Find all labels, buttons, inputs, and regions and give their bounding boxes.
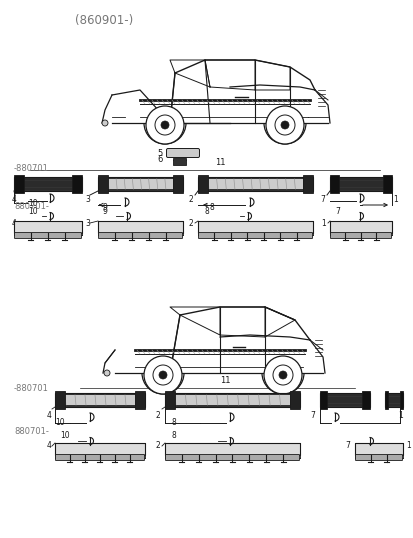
Text: (860901-): (860901-): [75, 14, 133, 27]
Text: 880701-: 880701-: [14, 202, 49, 211]
Circle shape: [146, 106, 183, 144]
Bar: [173, 175, 183, 193]
FancyBboxPatch shape: [330, 232, 391, 238]
FancyBboxPatch shape: [355, 455, 401, 461]
FancyBboxPatch shape: [14, 232, 81, 238]
Text: 10: 10: [28, 207, 38, 216]
Bar: [165, 443, 299, 455]
Bar: [354, 443, 402, 455]
Circle shape: [104, 370, 110, 376]
Bar: [14, 221, 82, 233]
Bar: [399, 391, 402, 409]
Text: 2: 2: [188, 195, 192, 204]
Text: -880701: -880701: [14, 384, 49, 393]
Bar: [14, 177, 82, 191]
Bar: [55, 391, 65, 409]
Text: 1: 1: [320, 218, 325, 228]
Circle shape: [161, 121, 169, 129]
Text: 1: 1: [392, 195, 397, 204]
Bar: [98, 221, 183, 233]
Text: 2: 2: [188, 218, 192, 228]
Text: 11: 11: [214, 158, 225, 167]
Text: 7: 7: [319, 195, 324, 204]
Bar: [329, 175, 339, 193]
Text: 11: 11: [219, 376, 230, 385]
Bar: [173, 158, 185, 165]
Bar: [382, 175, 391, 193]
Text: 880701-: 880701-: [14, 427, 49, 436]
Bar: [108, 179, 173, 189]
Bar: [362, 391, 369, 409]
Bar: [207, 179, 302, 189]
Text: 2: 2: [155, 442, 159, 450]
Bar: [55, 443, 145, 455]
Bar: [197, 221, 312, 233]
Text: 9: 9: [103, 203, 108, 212]
FancyBboxPatch shape: [55, 455, 144, 461]
Text: 4: 4: [47, 442, 52, 450]
Bar: [329, 177, 391, 191]
Text: 1: 1: [397, 411, 402, 420]
Text: -880701: -880701: [14, 164, 49, 173]
Text: 8: 8: [204, 207, 209, 216]
Bar: [98, 177, 183, 191]
Text: 8: 8: [209, 203, 214, 212]
FancyBboxPatch shape: [166, 148, 199, 158]
Text: 7: 7: [334, 207, 339, 216]
Circle shape: [263, 356, 301, 394]
Text: 3: 3: [85, 195, 90, 204]
Bar: [319, 393, 369, 407]
Text: 1: 1: [405, 442, 410, 450]
Text: 4: 4: [12, 195, 17, 204]
Bar: [302, 175, 312, 193]
Bar: [197, 177, 312, 191]
FancyBboxPatch shape: [165, 455, 299, 461]
Bar: [329, 221, 391, 233]
Circle shape: [102, 120, 108, 126]
Text: 10: 10: [28, 199, 38, 208]
Text: 10: 10: [60, 431, 69, 440]
Text: 5: 5: [157, 148, 163, 158]
Circle shape: [278, 371, 286, 379]
Bar: [55, 393, 145, 407]
Text: 8: 8: [171, 418, 176, 427]
Circle shape: [280, 121, 288, 129]
Bar: [72, 175, 82, 193]
Text: 2: 2: [155, 411, 159, 420]
Bar: [135, 391, 145, 409]
Text: 4: 4: [12, 218, 17, 228]
Text: 9: 9: [103, 207, 108, 216]
Circle shape: [266, 106, 303, 144]
FancyBboxPatch shape: [198, 232, 312, 238]
Bar: [384, 393, 402, 407]
Circle shape: [159, 371, 166, 379]
Bar: [65, 395, 135, 405]
Text: 4: 4: [47, 411, 52, 420]
Bar: [98, 175, 108, 193]
Text: 3: 3: [85, 218, 90, 228]
Text: 7: 7: [309, 411, 314, 420]
Text: 8: 8: [171, 431, 176, 440]
Text: 6: 6: [157, 155, 163, 165]
Text: 7: 7: [344, 442, 349, 450]
Circle shape: [144, 356, 182, 394]
FancyBboxPatch shape: [98, 232, 182, 238]
Bar: [165, 393, 299, 407]
Bar: [289, 391, 299, 409]
Bar: [165, 391, 175, 409]
Bar: [319, 391, 327, 409]
Bar: [175, 395, 289, 405]
Bar: [14, 175, 24, 193]
Text: 10: 10: [55, 418, 64, 427]
Bar: [197, 175, 207, 193]
Bar: [384, 391, 387, 409]
